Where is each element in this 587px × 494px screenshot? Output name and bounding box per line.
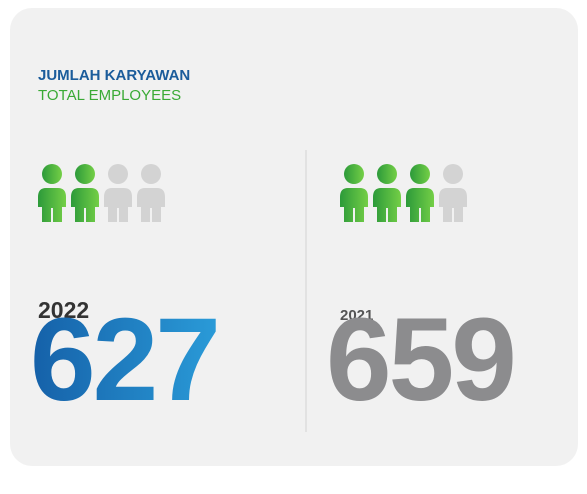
year: 2021 <box>340 307 373 324</box>
body <box>104 188 132 222</box>
body <box>38 188 66 222</box>
body <box>137 188 165 222</box>
body <box>340 188 368 222</box>
head <box>410 164 430 184</box>
head <box>443 164 463 184</box>
employee-count: 659 <box>326 294 514 426</box>
head <box>75 164 95 184</box>
body <box>71 188 99 222</box>
head <box>141 164 161 184</box>
title: JUMLAH KARYAWAN <box>38 67 190 84</box>
card <box>10 8 578 466</box>
head <box>377 164 397 184</box>
subtitle: TOTAL EMPLOYEES <box>38 87 181 104</box>
person-icon <box>406 164 434 222</box>
head <box>108 164 128 184</box>
person-icon <box>104 164 132 222</box>
body <box>373 188 401 222</box>
body <box>406 188 434 222</box>
head <box>344 164 364 184</box>
people-icons <box>340 164 467 222</box>
person-icon <box>71 164 99 222</box>
people-icons <box>38 164 165 222</box>
person-icon <box>373 164 401 222</box>
person-icon <box>340 164 368 222</box>
employee-count: 627 <box>30 294 218 426</box>
year: 2022 <box>38 297 89 323</box>
person-icon <box>137 164 165 222</box>
person-icon <box>439 164 467 222</box>
body <box>439 188 467 222</box>
person-icon <box>38 164 66 222</box>
head <box>42 164 62 184</box>
